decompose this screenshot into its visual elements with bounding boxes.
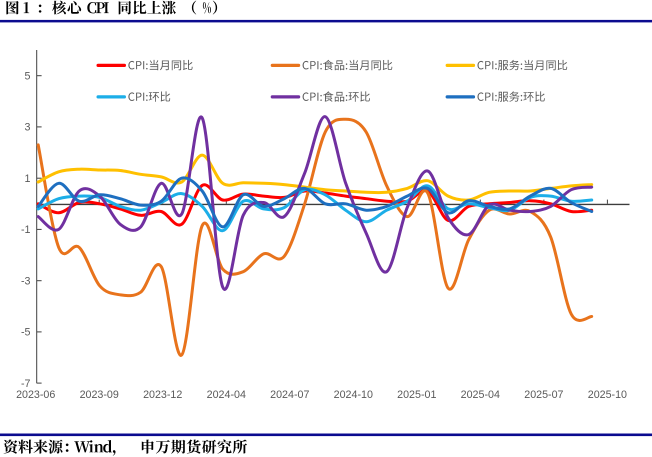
svg-text:3: 3 xyxy=(25,122,31,134)
svg-text:2025-04: 2025-04 xyxy=(461,389,500,401)
svg-text:-1: -1 xyxy=(21,224,31,236)
svg-text:2024-07: 2024-07 xyxy=(270,389,309,401)
svg-text:-5: -5 xyxy=(21,327,31,339)
svg-text:2023-06: 2023-06 xyxy=(16,389,55,401)
svg-text:1: 1 xyxy=(25,173,31,185)
svg-text:2024-04: 2024-04 xyxy=(207,389,246,401)
svg-text:2024-10: 2024-10 xyxy=(334,389,373,401)
svg-text:2023-12: 2023-12 xyxy=(143,389,182,401)
svg-text:2023-09: 2023-09 xyxy=(80,389,119,401)
svg-text:2025-10: 2025-10 xyxy=(588,389,627,401)
svg-text:2025-01: 2025-01 xyxy=(397,389,436,401)
svg-text:-3: -3 xyxy=(21,276,31,288)
svg-text:2025-07: 2025-07 xyxy=(524,389,563,401)
svg-text:5: 5 xyxy=(25,71,31,83)
svg-text:-7: -7 xyxy=(21,378,31,390)
